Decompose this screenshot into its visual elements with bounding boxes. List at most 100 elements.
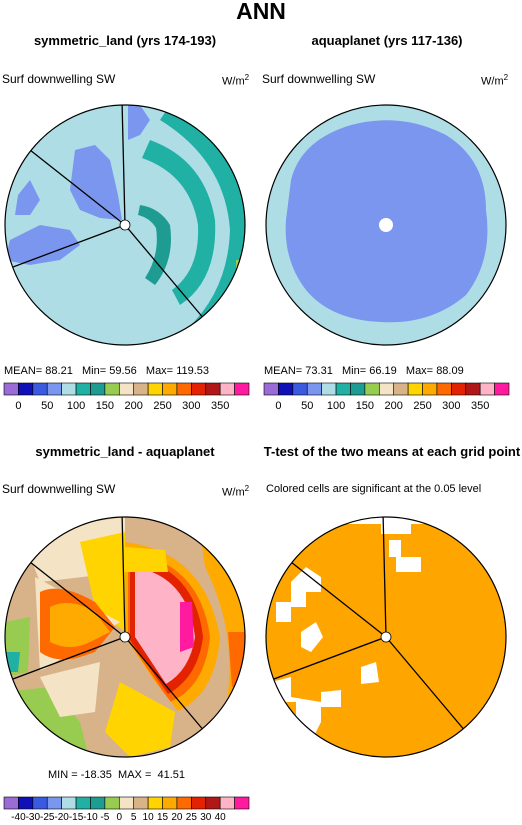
colorbar-swatch bbox=[32, 796, 48, 810]
colorbar-swatch bbox=[219, 796, 235, 810]
colorbar-swatch bbox=[378, 382, 395, 396]
colorbar-swatch bbox=[205, 796, 221, 810]
colorbar-swatch bbox=[205, 382, 221, 396]
colorbar-tick-label: 30 bbox=[200, 812, 212, 823]
colorbar-tick-label: -40 bbox=[11, 812, 26, 823]
colorbar-tick-label: 150 bbox=[355, 400, 375, 412]
panel3-units: W/m2 bbox=[222, 484, 250, 499]
panel1-variable: Surf downwelling SW bbox=[2, 72, 116, 86]
colorbar-swatch bbox=[191, 796, 207, 810]
colorbar-swatch bbox=[278, 382, 294, 396]
colorbar-tick-label: 250 bbox=[153, 400, 172, 412]
colorbar-swatch bbox=[494, 382, 510, 396]
colorbar-swatch bbox=[219, 382, 235, 396]
colorbar-tick-label: 20 bbox=[171, 812, 183, 823]
colorbar-swatch bbox=[162, 796, 178, 810]
colorbar-tick-label: 50 bbox=[301, 400, 314, 412]
colorbar-swatch bbox=[147, 796, 163, 810]
colorbar-swatch bbox=[104, 796, 120, 810]
colorbar-swatch bbox=[75, 382, 91, 396]
colorbar-swatch bbox=[90, 382, 106, 396]
panel2-stats: MEAN= 73.31 Min= 66.19 Max= 88.09 bbox=[264, 365, 464, 377]
colorbar-swatch bbox=[61, 796, 77, 810]
colorbar-tick-label: 350 bbox=[470, 400, 490, 412]
panel3-colorbar-labels: -40 -30 -25 -20 -15 -10 -5 0 5 10 15 20 25 30 40 bbox=[4, 812, 249, 825]
panel4-significance-map bbox=[265, 516, 507, 758]
colorbar-swatch bbox=[422, 382, 438, 396]
panel2-colorbar-labels: 0 50 100 150 200 250 300 350 bbox=[264, 400, 509, 414]
panel1-stats: MEAN= 88.21 Min= 59.56 Max= 119.53 bbox=[4, 365, 210, 377]
panel1-polar-map bbox=[4, 104, 246, 346]
panel2-variable: Surf downwelling SW bbox=[262, 72, 376, 86]
panel2-units: W/m2 bbox=[481, 73, 509, 88]
colorbar-swatch bbox=[292, 382, 308, 396]
panel3-colorbar bbox=[3, 796, 250, 810]
colorbar-swatch bbox=[393, 382, 409, 396]
colorbar-swatch bbox=[234, 382, 250, 396]
colorbar-tick-label: -15 bbox=[68, 812, 84, 823]
colorbar-swatch bbox=[321, 382, 337, 396]
colorbar-swatch bbox=[465, 382, 481, 396]
panel2-title: aquaplanet (yrs 117-136) bbox=[311, 33, 463, 48]
colorbar-swatch bbox=[306, 382, 322, 396]
colorbar-swatch bbox=[147, 382, 163, 396]
colorbar-tick-label: 0 bbox=[275, 400, 282, 412]
colorbar-swatch bbox=[191, 382, 207, 396]
colorbar-tick-label: 100 bbox=[326, 400, 346, 412]
panel1-title: symmetric_land (yrs 174-193) bbox=[33, 33, 217, 48]
colorbar-tick-label: 10 bbox=[142, 812, 154, 823]
colorbar-tick-label: 15 bbox=[156, 812, 169, 823]
colorbar-tick-label: -20 bbox=[54, 812, 69, 823]
colorbar-tick-label: 50 bbox=[41, 400, 54, 412]
colorbar-swatch bbox=[133, 796, 149, 810]
colorbar-swatch bbox=[75, 796, 91, 810]
panel4-subtitle: Colored cells are significant at the 0.0… bbox=[266, 483, 482, 495]
colorbar-swatch bbox=[436, 382, 452, 396]
colorbar-tick-label: 0 bbox=[116, 812, 123, 823]
colorbar-tick-label: 200 bbox=[384, 400, 403, 412]
colorbar-swatch bbox=[104, 382, 120, 396]
colorbar-swatch bbox=[407, 382, 423, 396]
colorbar-swatch bbox=[18, 382, 34, 396]
colorbar-tick-label: 40 bbox=[214, 812, 226, 823]
colorbar-swatch bbox=[61, 382, 77, 396]
panel1-colorbar-labels: 0 50 100 150 200 250 300 350 bbox=[4, 400, 249, 414]
colorbar-tick-label: -30 bbox=[25, 812, 41, 823]
colorbar-swatch bbox=[479, 382, 495, 396]
panel3-title: symmetric_land - aquaplanet bbox=[35, 444, 215, 459]
panel3-polar-map bbox=[4, 516, 246, 758]
panel4-title: T-test of the two means at each grid poi… bbox=[263, 444, 521, 459]
colorbar-tick-label: 0 bbox=[15, 400, 22, 412]
colorbar-swatch bbox=[46, 382, 62, 396]
colorbar-swatch bbox=[350, 382, 366, 396]
colorbar-swatch bbox=[162, 382, 178, 396]
colorbar-swatch bbox=[364, 382, 380, 396]
colorbar-tick-label: 150 bbox=[95, 400, 115, 412]
colorbar-swatch bbox=[335, 382, 351, 396]
colorbar-tick-label: 200 bbox=[124, 400, 143, 412]
colorbar-tick-label: 100 bbox=[66, 400, 86, 412]
colorbar-tick-label: 300 bbox=[442, 400, 461, 412]
panel2-polar-map bbox=[265, 104, 507, 346]
colorbar-tick-label: -25 bbox=[40, 812, 55, 823]
colorbar-tick-label: -10 bbox=[83, 812, 98, 823]
panel3-stats: MIN = -18.35 MAX = 41.51 bbox=[48, 769, 186, 781]
colorbar-tick-label: 300 bbox=[182, 400, 201, 412]
panel1-units: W/m2 bbox=[222, 73, 250, 88]
colorbar-swatch bbox=[133, 382, 149, 396]
colorbar-swatch bbox=[176, 382, 192, 396]
main-title: ANN bbox=[236, 0, 286, 24]
colorbar-tick-label: 5 bbox=[130, 812, 137, 823]
colorbar-tick-label: 250 bbox=[413, 400, 432, 412]
colorbar-swatch bbox=[263, 382, 279, 396]
colorbar-swatch bbox=[18, 796, 34, 810]
colorbar-tick-label: 25 bbox=[185, 812, 197, 823]
colorbar-swatch bbox=[451, 382, 467, 396]
colorbar-swatch bbox=[176, 796, 192, 810]
colorbar-tick-label: 350 bbox=[210, 400, 230, 412]
colorbar-tick-label: -5 bbox=[100, 812, 110, 823]
colorbar-swatch bbox=[46, 796, 62, 810]
panel3-variable: Surf downwelling SW bbox=[2, 482, 116, 496]
panel1-colorbar bbox=[3, 382, 250, 396]
colorbar-swatch bbox=[3, 382, 19, 396]
